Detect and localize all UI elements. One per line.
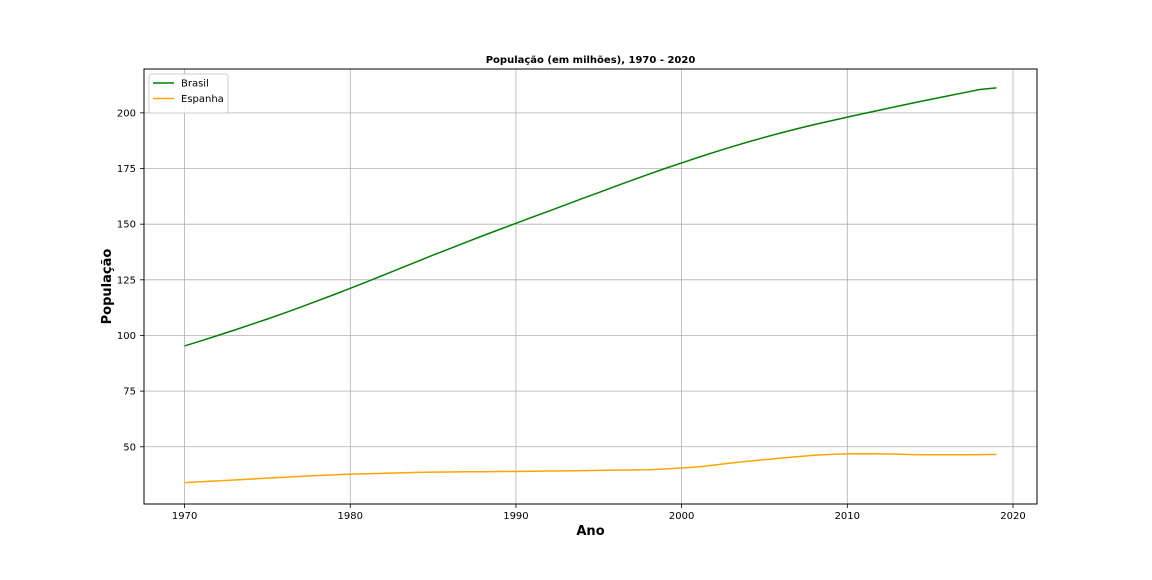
y-tick-label: 100 — [117, 331, 136, 342]
x-tick-label: 2020 — [1000, 511, 1025, 522]
x-axis-label: Ano — [576, 524, 604, 539]
series-lines — [184, 87, 997, 484]
grid — [144, 69, 1037, 504]
legend-label: Espanha — [181, 94, 224, 105]
legend: Brasil Espanha — [148, 73, 229, 114]
y-tick-label: 50 — [123, 442, 136, 453]
x-tick-label: 1990 — [503, 511, 528, 522]
legend-label: Brasil — [181, 79, 209, 90]
y-tick-label: 175 — [117, 164, 136, 175]
y-tick-label: 150 — [117, 220, 136, 231]
chart-title: População (em milhões), 1970 - 2020 — [486, 55, 696, 66]
axis-ticks: 1970 1980 1990 2000 2010 2020 50 75 100 125 150 175… — [117, 108, 1026, 522]
x-tick-label: 2000 — [669, 511, 694, 522]
y-axis-label: População — [100, 249, 115, 325]
x-tick-label: 1980 — [338, 511, 363, 522]
plot-frame — [143, 68, 1038, 505]
series-line-espanha — [184, 452, 997, 484]
y-tick-label: 200 — [117, 108, 136, 119]
x-tick-label: 2010 — [835, 511, 860, 522]
y-tick-label: 75 — [123, 387, 136, 398]
y-tick-label: 125 — [117, 275, 136, 286]
series-line-brasil — [184, 87, 997, 347]
x-tick-label: 1970 — [172, 511, 197, 522]
